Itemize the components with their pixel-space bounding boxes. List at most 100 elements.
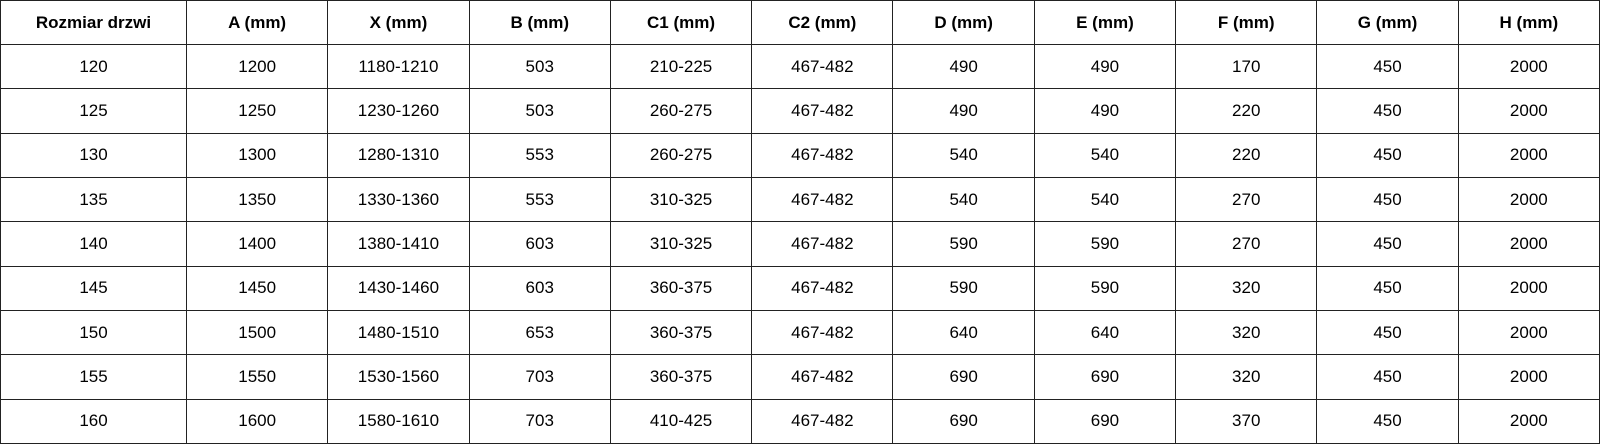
table-cell: 503 — [468, 43, 611, 90]
table-cell: 310-325 — [609, 221, 753, 267]
table-cell: 590 — [892, 221, 1035, 267]
table-cell: 1180-1210 — [327, 43, 470, 90]
table-cell: 590 — [1033, 221, 1177, 267]
table-cell: 370 — [1175, 398, 1318, 444]
table-cell: 1500 — [185, 309, 329, 356]
table-cell: 140 — [0, 221, 187, 267]
table-cell: 553 — [468, 132, 611, 178]
table-cell: 1480-1510 — [327, 309, 470, 356]
table-cell: 490 — [892, 43, 1035, 90]
table-cell: 450 — [1316, 132, 1459, 178]
table-cell: 120 — [0, 43, 187, 90]
table-cell: 2000 — [1457, 309, 1600, 356]
table-cell: 135 — [0, 176, 187, 223]
column-header: C2 (mm) — [751, 0, 894, 45]
table-cell: 690 — [892, 398, 1035, 444]
column-header: H (mm) — [1457, 0, 1600, 45]
table-cell: 125 — [0, 88, 187, 134]
table-cell: 1350 — [185, 176, 329, 223]
table-cell: 360-375 — [609, 265, 753, 311]
table-cell: 590 — [1033, 265, 1177, 311]
table-cell: 450 — [1316, 398, 1459, 444]
column-header: C1 (mm) — [609, 0, 753, 45]
table-cell: 130 — [0, 132, 187, 178]
table-cell: 603 — [468, 221, 611, 267]
table-cell: 270 — [1175, 176, 1318, 223]
table-cell: 155 — [0, 354, 187, 400]
table-cell: 467-482 — [751, 398, 894, 444]
table-row: 140 1400 1380-1410 603 310-325 467-482 590 590 2… — [0, 221, 1600, 267]
table-cell: 220 — [1175, 132, 1318, 178]
table-row: 160 1600 1580-1610 703 410-425 467-482 690 690 3… — [0, 398, 1600, 444]
table-cell: 260-275 — [609, 132, 753, 178]
table-cell: 540 — [1033, 132, 1177, 178]
table-cell: 690 — [1033, 398, 1177, 444]
table-cell: 2000 — [1457, 176, 1600, 223]
table-cell: 2000 — [1457, 132, 1600, 178]
table-row: 120 1200 1180-1210 503 210-225 467-482 490 490 1… — [0, 43, 1600, 90]
column-header: B (mm) — [468, 0, 611, 45]
table-cell: 2000 — [1457, 265, 1600, 311]
column-header: Rozmiar drzwi — [0, 0, 187, 45]
table-cell: 1230-1260 — [327, 88, 470, 134]
table-cell: 1330-1360 — [327, 176, 470, 223]
table-cell: 450 — [1316, 265, 1459, 311]
table-cell: 450 — [1316, 221, 1459, 267]
table-cell: 450 — [1316, 354, 1459, 400]
table-cell: 467-482 — [751, 309, 894, 356]
table-cell: 590 — [892, 265, 1035, 311]
table-cell: 1530-1560 — [327, 354, 470, 400]
table-cell: 490 — [1033, 43, 1177, 90]
table-cell: 160 — [0, 398, 187, 444]
table-cell: 1200 — [185, 43, 329, 90]
table-cell: 1550 — [185, 354, 329, 400]
table-cell: 1380-1410 — [327, 221, 470, 267]
header-row: Rozmiar drzwi A (mm) X (mm) B (mm) C1 (mm) C2… — [0, 0, 1600, 45]
table-cell: 450 — [1316, 176, 1459, 223]
table-cell: 2000 — [1457, 398, 1600, 444]
table-cell: 310-325 — [609, 176, 753, 223]
table-cell: 467-482 — [751, 132, 894, 178]
table-cell: 540 — [892, 176, 1035, 223]
table-row: 145 1450 1430-1460 603 360-375 467-482 590 590 3… — [0, 265, 1600, 311]
table-cell: 690 — [892, 354, 1035, 400]
table-cell: 1250 — [185, 88, 329, 134]
table-cell: 150 — [0, 309, 187, 356]
table-cell: 410-425 — [609, 398, 753, 444]
column-header: X (mm) — [327, 0, 470, 45]
table-cell: 260-275 — [609, 88, 753, 134]
table-cell: 450 — [1316, 43, 1459, 90]
column-header: D (mm) — [892, 0, 1035, 45]
table-cell: 703 — [468, 354, 611, 400]
table-cell: 2000 — [1457, 43, 1600, 90]
table-cell: 1280-1310 — [327, 132, 470, 178]
table-row: 125 1250 1230-1260 503 260-275 467-482 490 490 2… — [0, 88, 1600, 134]
table-cell: 540 — [1033, 176, 1177, 223]
table-cell: 1450 — [185, 265, 329, 311]
table-row: 130 1300 1280-1310 553 260-275 467-482 540 540 2… — [0, 132, 1600, 178]
table-cell: 210-225 — [609, 43, 753, 90]
table-cell: 467-482 — [751, 265, 894, 311]
table-cell: 2000 — [1457, 354, 1600, 400]
table-cell: 490 — [892, 88, 1035, 134]
table-cell: 270 — [1175, 221, 1318, 267]
table-cell: 220 — [1175, 88, 1318, 134]
column-header: A (mm) — [185, 0, 329, 45]
table-cell: 503 — [468, 88, 611, 134]
table-cell: 490 — [1033, 88, 1177, 134]
table-cell: 467-482 — [751, 221, 894, 267]
table-cell: 467-482 — [751, 354, 894, 400]
column-header: G (mm) — [1316, 0, 1459, 45]
table-cell: 450 — [1316, 88, 1459, 134]
table-cell: 450 — [1316, 309, 1459, 356]
table-cell: 2000 — [1457, 221, 1600, 267]
table-cell: 640 — [1033, 309, 1177, 356]
table-cell: 2000 — [1457, 88, 1600, 134]
table-cell: 467-482 — [751, 176, 894, 223]
column-header: E (mm) — [1033, 0, 1177, 45]
column-header: F (mm) — [1175, 0, 1318, 45]
table-cell: 653 — [468, 309, 611, 356]
table-row: 135 1350 1330-1360 553 310-325 467-482 540 540 2… — [0, 176, 1600, 223]
table-cell: 1400 — [185, 221, 329, 267]
